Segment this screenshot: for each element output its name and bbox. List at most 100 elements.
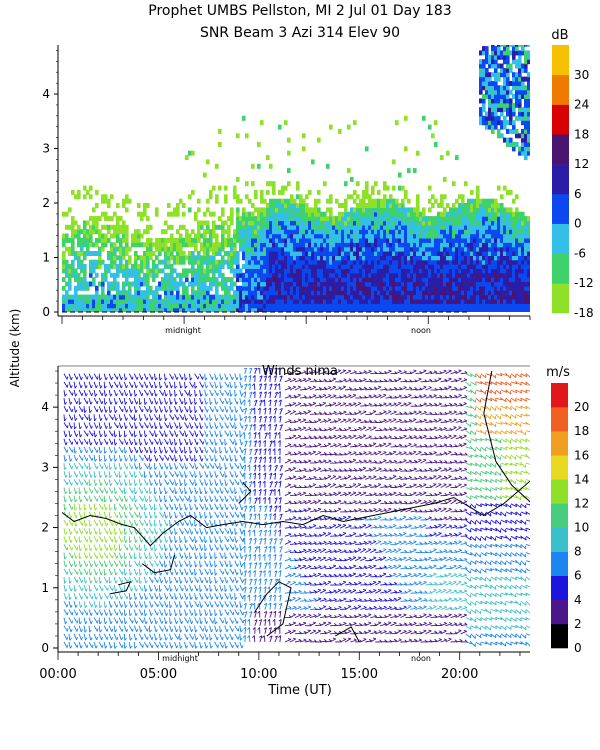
snr-cell <box>86 303 90 309</box>
wind-barb <box>103 552 109 559</box>
snr-cell <box>248 272 252 278</box>
snr-cell <box>446 255 450 261</box>
snr-cell <box>203 251 207 256</box>
snr-cell <box>491 63 495 69</box>
wind-barb <box>68 568 73 576</box>
wind-barb <box>159 454 164 461</box>
snr-cell <box>248 220 252 226</box>
snr-cell <box>473 294 477 300</box>
snr-cell <box>344 281 348 287</box>
snr-cell <box>362 277 366 283</box>
snr-cell <box>410 211 414 217</box>
wind-barb <box>138 487 144 494</box>
snr-cell <box>221 211 225 217</box>
wind-barb <box>189 503 193 511</box>
snr-cell <box>473 298 477 304</box>
snr-cell <box>218 259 222 265</box>
snr-cell <box>104 198 108 204</box>
snr-cell <box>521 133 525 139</box>
wind-barb <box>88 422 93 429</box>
wind-barb <box>194 536 198 543</box>
snr-cell <box>482 307 486 312</box>
wind-barb <box>148 446 153 454</box>
snr-cell <box>332 285 336 291</box>
wind-barb <box>184 398 188 405</box>
wind-barb <box>103 601 108 609</box>
snr-cell <box>350 194 354 200</box>
wind-barb <box>164 584 169 591</box>
wind-barb <box>179 593 184 600</box>
snr-cell <box>413 259 417 265</box>
wind-barb <box>103 584 109 591</box>
wind-barb <box>153 430 158 438</box>
wind-barb <box>179 487 184 494</box>
snr-cell <box>506 94 510 99</box>
snr-cell <box>311 259 315 265</box>
wind-barb <box>194 446 199 454</box>
snr-cell <box>470 277 474 283</box>
snr-cell <box>491 124 495 130</box>
snr-cell <box>488 255 492 261</box>
snr-cell <box>407 198 411 204</box>
snr-cell <box>245 181 249 187</box>
snr-cell <box>359 290 363 296</box>
wind-barb <box>108 576 112 584</box>
snr-cell <box>320 233 324 239</box>
snr-cell <box>137 303 141 309</box>
snr-cell <box>332 294 336 300</box>
wind-barb <box>204 536 208 544</box>
snr-cell <box>359 203 363 208</box>
snr-cell <box>362 251 366 256</box>
snr-cell <box>410 242 414 248</box>
snr-cell <box>485 246 489 252</box>
wind-barb <box>209 552 213 560</box>
wind-barb <box>108 389 113 397</box>
snr-cell <box>392 251 396 256</box>
snr-cell <box>440 211 444 217</box>
snr-cell <box>362 237 366 243</box>
snr-cell <box>293 216 297 222</box>
snr-cell <box>206 159 210 165</box>
snr-cell <box>446 251 450 256</box>
snr-cell <box>515 98 519 104</box>
snr-cell <box>410 264 414 269</box>
snr-cell <box>491 54 495 60</box>
snr-cell <box>344 298 348 304</box>
snr-cell <box>488 272 492 278</box>
snr-cell <box>218 128 222 134</box>
snr-cell <box>434 251 438 256</box>
snr-cell <box>284 272 288 278</box>
snr-cell <box>251 290 255 296</box>
snr-cell <box>482 233 486 239</box>
wind-barb <box>88 568 93 576</box>
snr-cell <box>260 233 264 239</box>
snr-cell <box>314 216 318 222</box>
snr-cell <box>176 294 180 300</box>
snr-cell <box>83 237 87 243</box>
snr-cell <box>383 237 387 243</box>
wind-barb <box>204 503 209 511</box>
snr-cell <box>407 216 411 222</box>
snr-cell <box>368 216 372 222</box>
snr-cell <box>428 242 432 248</box>
snr-cell <box>170 277 174 283</box>
snr-cell <box>182 268 186 274</box>
wind-barb <box>88 438 93 446</box>
snr-cell <box>506 102 510 108</box>
snr-cell <box>83 281 87 287</box>
snr-cell <box>290 242 294 248</box>
snr-cell <box>308 242 312 248</box>
snr-colorbar-swatch <box>552 74 569 105</box>
snr-cell <box>362 259 366 265</box>
snr-cell <box>356 229 360 235</box>
snr-cell <box>383 229 387 235</box>
snr-cell <box>140 307 144 312</box>
snr-cell <box>230 285 234 291</box>
wind-barb <box>214 552 218 560</box>
snr-cell <box>437 307 441 312</box>
snr-cell <box>167 259 171 265</box>
snr-cell <box>479 85 483 91</box>
snr-cell <box>296 272 300 278</box>
snr-cell <box>503 185 507 191</box>
snr-cell <box>404 298 408 304</box>
